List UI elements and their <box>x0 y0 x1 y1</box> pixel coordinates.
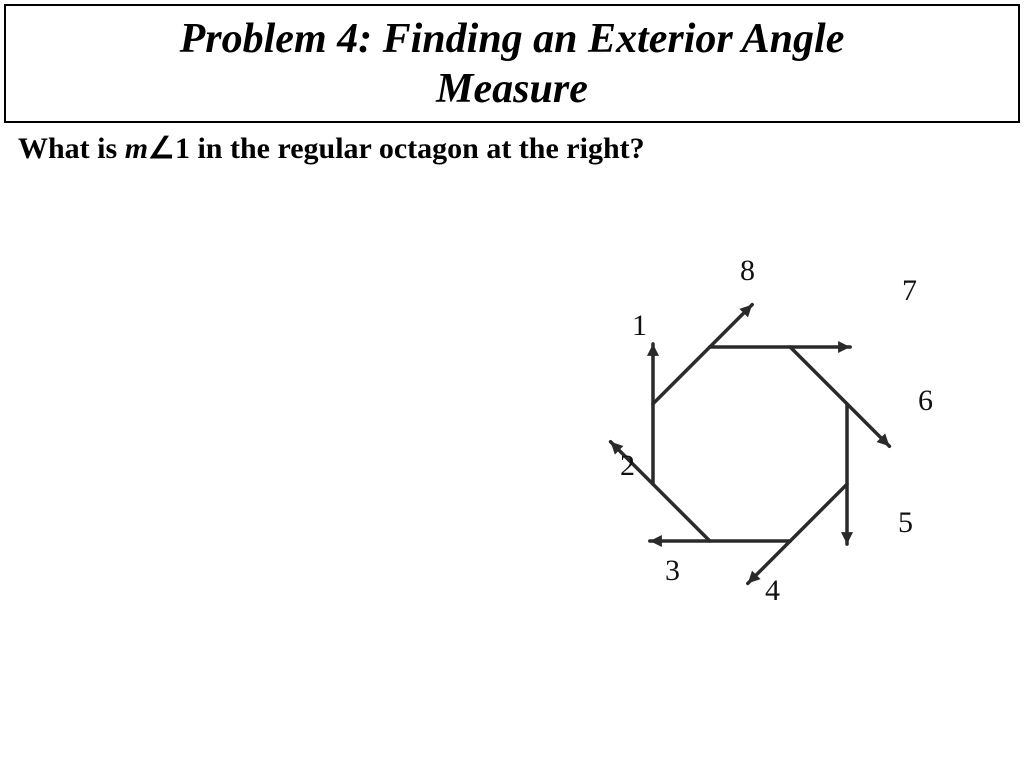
question-m: m <box>125 132 148 165</box>
octagon-diagram: 1 2 3 4 5 6 7 8 <box>540 254 960 634</box>
angle-label-7: 7 <box>902 274 917 308</box>
angle-label-1: 1 <box>632 309 647 343</box>
question-anglenum: 1 <box>175 132 190 165</box>
question-post: in the regular octagon at the right? <box>190 132 645 165</box>
angle-symbol-icon: ∠ <box>148 132 175 165</box>
angle-label-6: 6 <box>918 384 933 418</box>
angle-label-8: 8 <box>740 254 755 288</box>
angle-label-4: 4 <box>765 574 780 608</box>
angle-label-3: 3 <box>665 554 680 588</box>
angle-label-2: 2 <box>620 449 635 483</box>
title-line-1: Problem 4: Finding an Exterior Angle <box>16 14 1008 64</box>
question-pre: What is <box>18 132 125 165</box>
title-box: Problem 4: Finding an Exterior Angle Mea… <box>4 4 1020 123</box>
angle-label-5: 5 <box>898 506 913 540</box>
question-text: What is m∠1 in the regular octagon at th… <box>18 131 1006 166</box>
octagon-svg <box>540 254 960 634</box>
title-line-2: Measure <box>16 64 1008 114</box>
